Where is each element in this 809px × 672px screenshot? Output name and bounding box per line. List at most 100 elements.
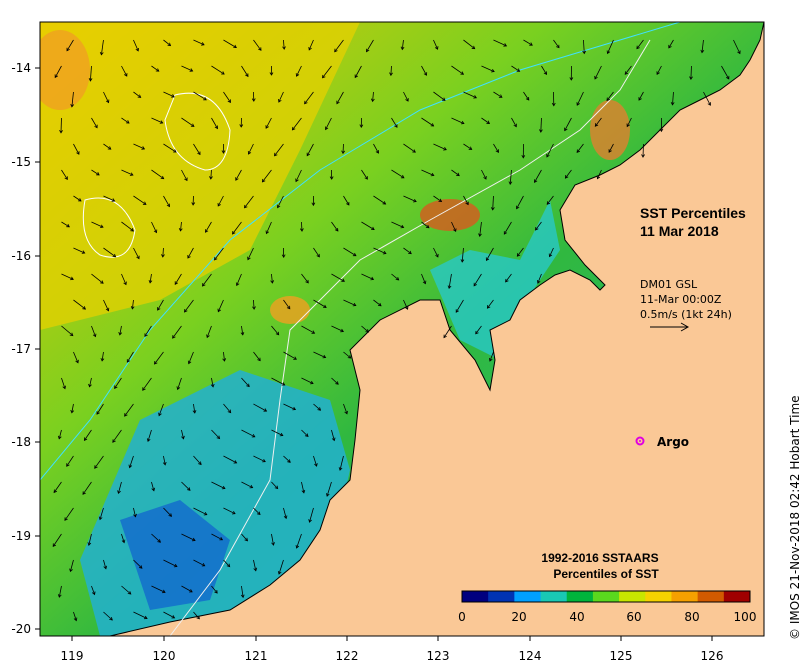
current-vector [503, 221, 512, 235]
current-vector [331, 273, 345, 282]
current-vector [181, 429, 184, 439]
current-vector [211, 585, 218, 594]
current-vector-head [404, 306, 409, 310]
current-vector-head [341, 150, 346, 155]
current-vector [421, 221, 430, 229]
current-vector-head [594, 123, 599, 127]
lat-tick-20: -20 [11, 622, 31, 636]
current-vector-head [314, 463, 318, 467]
current-vector [144, 325, 152, 337]
current-vector-head [516, 253, 521, 257]
current-vector-head [57, 594, 62, 598]
current-vector [73, 247, 85, 254]
current-vector-head [408, 250, 412, 255]
current-vector-head [66, 47, 70, 52]
current-vector-head [197, 151, 201, 156]
current-vector [223, 39, 237, 48]
current-vector-head [455, 309, 459, 313]
current-vector-head [226, 563, 231, 568]
current-vector-head [69, 568, 73, 573]
current-vector [163, 455, 166, 465]
current-vector-head [346, 202, 350, 206]
current-vector [114, 377, 122, 389]
current-vector-head [354, 74, 358, 79]
current-vector [103, 247, 116, 258]
current-vector-head [203, 511, 208, 516]
current-vector-head [168, 513, 173, 517]
current-vector [479, 221, 482, 237]
current-vector [103, 299, 109, 311]
current-vector [121, 585, 132, 595]
current-vector [271, 481, 278, 489]
current-vector-field [52, 39, 741, 622]
current-vector [343, 247, 357, 257]
current-vector [271, 429, 283, 436]
current-vector [162, 247, 164, 258]
current-vector [96, 403, 104, 415]
current-vector [606, 91, 614, 101]
current-vector-head [216, 435, 221, 440]
current-vector-head [125, 120, 130, 124]
warm-eddy-contour-1 [164, 92, 231, 171]
land-kimberley[interactable] [109, 22, 764, 636]
current-vector [133, 39, 139, 52]
current-vector [463, 91, 477, 99]
argo-float-marker[interactable] [635, 436, 645, 446]
current-vector [157, 299, 164, 311]
current-vector [163, 39, 171, 46]
current-vector [180, 221, 182, 231]
current-vector [487, 299, 494, 309]
current-vector [403, 195, 417, 202]
current-vector-head [596, 175, 601, 180]
current-vector-head [184, 177, 188, 182]
current-vector [354, 65, 362, 78]
current-vector-head [689, 76, 693, 80]
current-vector-head [441, 97, 446, 101]
current-vector-head [162, 589, 166, 594]
current-vector [112, 429, 122, 443]
current-vector [277, 195, 284, 208]
current-vector [546, 143, 554, 158]
current-vector [241, 585, 244, 598]
current-vector [66, 455, 74, 467]
current-vector [91, 169, 100, 176]
current-vector-head [576, 102, 580, 106]
current-vector-head [277, 571, 282, 575]
current-vector-head [189, 589, 193, 593]
map-plot-area [40, 22, 764, 636]
current-vector-head [636, 45, 640, 50]
current-vector [163, 507, 172, 517]
current-vector-head [534, 179, 538, 183]
current-vector-head [486, 120, 491, 124]
current-vector-head [235, 177, 239, 181]
current-vector-head [52, 543, 57, 548]
current-vector [52, 533, 62, 547]
current-vector-head [478, 233, 482, 237]
current-vector [403, 247, 412, 255]
current-vector-head [146, 438, 151, 443]
current-vector [391, 273, 399, 281]
current-vector-head [422, 280, 427, 285]
current-vector-head [299, 228, 304, 232]
current-vector-head [278, 98, 282, 103]
current-vector [283, 39, 285, 50]
current-vector [66, 39, 74, 51]
current-vector [54, 65, 62, 78]
current-vector-head [166, 203, 170, 208]
current-vector [721, 65, 730, 80]
current-vector-head [235, 282, 240, 287]
current-vector [174, 273, 182, 285]
current-vector [253, 403, 267, 412]
current-vector [133, 143, 145, 150]
current-vector [133, 91, 141, 98]
current-vector-head [529, 42, 533, 46]
current-vector-head [157, 539, 161, 543]
current-vector [163, 195, 170, 207]
current-vector-head [191, 202, 196, 206]
current-vector-head [240, 332, 245, 336]
colorbar-segment [540, 591, 568, 602]
current-vector [101, 351, 104, 361]
current-vector-head [412, 149, 416, 153]
current-vector-head [100, 280, 104, 284]
current-vector-head [295, 545, 300, 549]
